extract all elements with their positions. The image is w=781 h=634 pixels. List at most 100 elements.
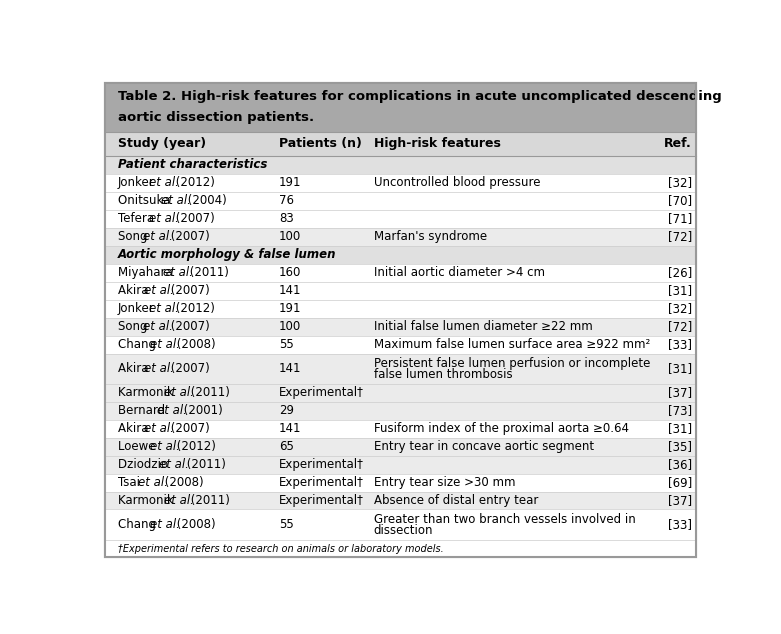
Text: dissection: dissection bbox=[373, 524, 433, 536]
Bar bbox=[105, 384, 696, 402]
Bar bbox=[105, 437, 696, 456]
Text: Dziodzio: Dziodzio bbox=[118, 458, 172, 471]
Text: High-risk features: High-risk features bbox=[373, 138, 501, 150]
Bar bbox=[105, 510, 696, 540]
Text: [70]: [70] bbox=[668, 194, 692, 207]
Text: †Experimental refers to research on animals or laboratory models.: †Experimental refers to research on anim… bbox=[118, 543, 444, 553]
Text: aortic dissection patients.: aortic dissection patients. bbox=[118, 111, 314, 124]
Text: Patient characteristics: Patient characteristics bbox=[118, 158, 267, 171]
Bar bbox=[105, 354, 696, 384]
Text: [37]: [37] bbox=[668, 494, 692, 507]
Text: 141: 141 bbox=[279, 422, 301, 436]
Text: Karmonik: Karmonik bbox=[118, 494, 177, 507]
Text: [37]: [37] bbox=[668, 386, 692, 399]
Text: Karmonik: Karmonik bbox=[118, 386, 177, 399]
Text: et al.: et al. bbox=[144, 285, 174, 297]
Text: Entry tear size >30 mm: Entry tear size >30 mm bbox=[373, 476, 515, 489]
Bar bbox=[105, 192, 696, 210]
Bar bbox=[105, 474, 696, 491]
Text: Tefera: Tefera bbox=[118, 212, 158, 225]
Text: [73]: [73] bbox=[668, 404, 692, 417]
Text: [33]: [33] bbox=[668, 518, 692, 531]
Bar bbox=[105, 264, 696, 282]
Text: (2008): (2008) bbox=[173, 518, 216, 531]
Text: 100: 100 bbox=[279, 320, 301, 333]
Text: (2012): (2012) bbox=[172, 302, 215, 315]
Text: Experimental†: Experimental† bbox=[279, 494, 364, 507]
Text: et al.: et al. bbox=[144, 422, 174, 436]
Bar bbox=[105, 540, 696, 557]
Text: Fusiform index of the proximal aorta ≥0.64: Fusiform index of the proximal aorta ≥0.… bbox=[373, 422, 629, 436]
Text: Jonker: Jonker bbox=[118, 302, 158, 315]
Bar bbox=[105, 174, 696, 192]
Text: (2007): (2007) bbox=[167, 422, 210, 436]
Text: 191: 191 bbox=[279, 176, 301, 190]
Text: (2001): (2001) bbox=[180, 404, 223, 417]
Text: Akira: Akira bbox=[118, 422, 152, 436]
Text: Jonker: Jonker bbox=[118, 176, 158, 190]
Bar bbox=[105, 210, 696, 228]
Text: (2007): (2007) bbox=[167, 362, 210, 375]
Text: Ref.: Ref. bbox=[665, 138, 692, 150]
Text: (2008): (2008) bbox=[161, 476, 203, 489]
Text: Uncontrolled blood pressure: Uncontrolled blood pressure bbox=[373, 176, 540, 190]
Text: Onitsuka: Onitsuka bbox=[118, 194, 173, 207]
Text: (2007): (2007) bbox=[166, 320, 209, 333]
Text: Absence of distal entry tear: Absence of distal entry tear bbox=[373, 494, 538, 507]
Bar bbox=[105, 300, 696, 318]
Text: et al.: et al. bbox=[159, 458, 189, 471]
Text: 55: 55 bbox=[279, 518, 294, 531]
Text: (2011): (2011) bbox=[187, 386, 230, 399]
Text: Bernard: Bernard bbox=[118, 404, 169, 417]
Text: et al.: et al. bbox=[164, 494, 194, 507]
Text: (2008): (2008) bbox=[173, 338, 216, 351]
Text: 191: 191 bbox=[279, 302, 301, 315]
Text: 29: 29 bbox=[279, 404, 294, 417]
Bar bbox=[105, 420, 696, 437]
Text: Experimental†: Experimental† bbox=[279, 386, 364, 399]
Text: Initial aortic diameter >4 cm: Initial aortic diameter >4 cm bbox=[373, 266, 544, 280]
Text: [33]: [33] bbox=[668, 338, 692, 351]
Text: [36]: [36] bbox=[668, 458, 692, 471]
Text: [71]: [71] bbox=[668, 212, 692, 225]
Text: (2012): (2012) bbox=[173, 440, 216, 453]
Text: Tsai: Tsai bbox=[118, 476, 144, 489]
Text: [26]: [26] bbox=[668, 266, 692, 280]
Text: Miyahara: Miyahara bbox=[118, 266, 176, 280]
Text: 141: 141 bbox=[279, 285, 301, 297]
Text: et al.: et al. bbox=[150, 440, 180, 453]
Text: Song: Song bbox=[118, 320, 151, 333]
Bar bbox=[105, 491, 696, 510]
Text: et al.: et al. bbox=[149, 176, 179, 190]
Text: false lumen thrombosis: false lumen thrombosis bbox=[373, 368, 512, 381]
Bar bbox=[105, 245, 696, 264]
Text: Akira: Akira bbox=[118, 362, 152, 375]
Text: 65: 65 bbox=[279, 440, 294, 453]
Text: Patients (n): Patients (n) bbox=[279, 138, 362, 150]
Text: [69]: [69] bbox=[668, 476, 692, 489]
Text: Persistent false lumen perfusion or incomplete: Persistent false lumen perfusion or inco… bbox=[373, 357, 650, 370]
Text: 100: 100 bbox=[279, 230, 301, 243]
Text: Akira: Akira bbox=[118, 285, 152, 297]
Text: 160: 160 bbox=[279, 266, 301, 280]
Bar bbox=[105, 402, 696, 420]
Text: [31]: [31] bbox=[668, 422, 692, 436]
Text: et al.: et al. bbox=[164, 386, 194, 399]
Text: (2011): (2011) bbox=[183, 458, 226, 471]
Bar bbox=[105, 133, 696, 155]
Text: et al.: et al. bbox=[137, 476, 167, 489]
Text: et al.: et al. bbox=[149, 302, 179, 315]
Text: et al.: et al. bbox=[148, 212, 178, 225]
Text: Chang: Chang bbox=[118, 518, 159, 531]
Text: et al.: et al. bbox=[157, 404, 187, 417]
Text: [35]: [35] bbox=[668, 440, 692, 453]
Text: Song: Song bbox=[118, 230, 151, 243]
Bar bbox=[105, 155, 696, 174]
Text: (2012): (2012) bbox=[172, 176, 215, 190]
Text: Marfan's syndrome: Marfan's syndrome bbox=[373, 230, 487, 243]
Text: (2007): (2007) bbox=[167, 285, 210, 297]
Text: Study (year): Study (year) bbox=[118, 138, 205, 150]
Text: 83: 83 bbox=[279, 212, 294, 225]
Text: 141: 141 bbox=[279, 362, 301, 375]
Text: Maximum false lumen surface area ≥922 mm²: Maximum false lumen surface area ≥922 mm… bbox=[373, 338, 650, 351]
